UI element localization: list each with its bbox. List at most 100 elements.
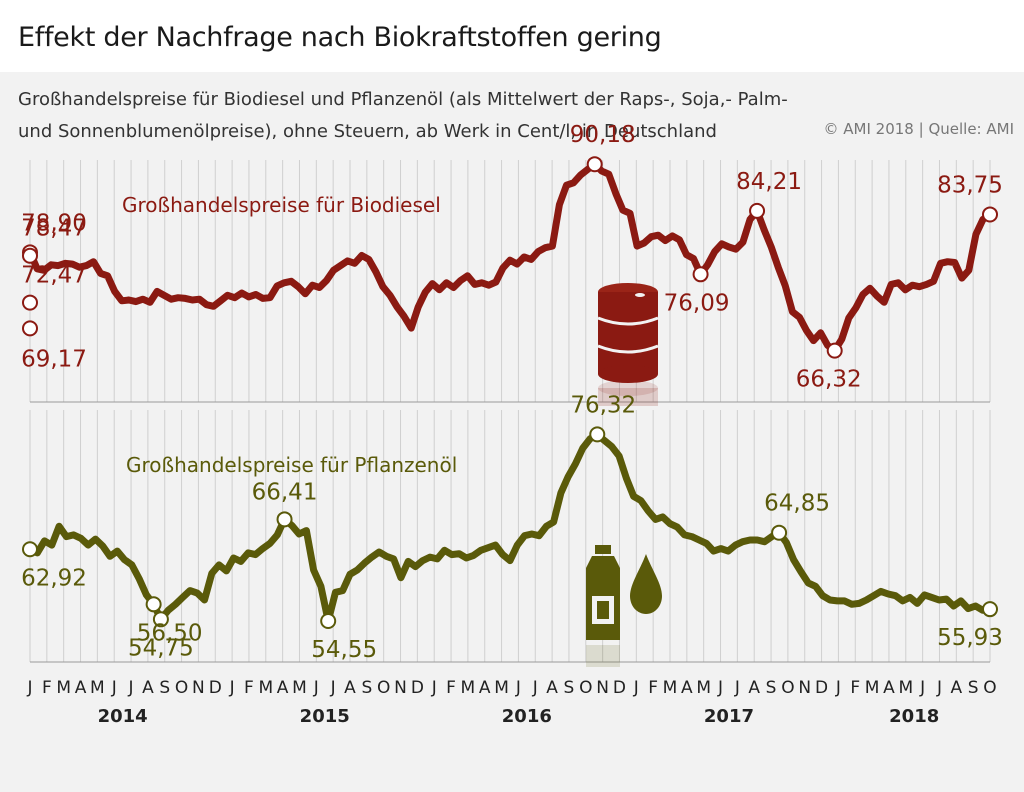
x-tick-label: A xyxy=(277,678,289,698)
data-label: 56,50 xyxy=(137,620,203,646)
data-marker xyxy=(145,596,162,613)
x-tick-label: A xyxy=(950,678,962,698)
data-label: 83,75 xyxy=(937,172,1003,198)
x-tick-label: O xyxy=(377,678,390,698)
x-tick-label: A xyxy=(546,678,558,698)
x-tick-label: M xyxy=(696,678,711,698)
data-label: 62,92 xyxy=(21,565,87,591)
x-tick-label: J xyxy=(515,678,521,698)
x-tick-label: J xyxy=(330,678,336,698)
data-marker xyxy=(320,613,337,629)
data-label: 66,32 xyxy=(796,367,862,393)
subtitle-line-1: Großhandelspreise für Biodiesel und Pfla… xyxy=(18,89,788,110)
oil-barrel-icon xyxy=(597,283,659,406)
x-year-label: 2016 xyxy=(502,706,552,727)
x-tick-label: M xyxy=(865,678,880,698)
x-year-label: 2015 xyxy=(300,706,350,727)
x-tick-label: J xyxy=(26,678,32,698)
x-tick-label: A xyxy=(75,678,87,698)
x-tick-label: M xyxy=(898,678,913,698)
data-label: 76,09 xyxy=(664,290,730,316)
data-label: 76,32 xyxy=(570,392,636,418)
data-label: 54,55 xyxy=(311,637,377,663)
data-label: 84,21 xyxy=(736,169,802,195)
x-tick-label: O xyxy=(781,678,794,698)
x-tick-label: F xyxy=(244,678,254,698)
x-tick-label: O xyxy=(983,678,996,698)
x-tick-label: J xyxy=(313,678,319,698)
x-year-label: 2018 xyxy=(889,706,939,727)
x-tick-label: J xyxy=(717,678,723,698)
data-label: 90,18 xyxy=(570,122,636,148)
x-tick-label: F xyxy=(446,678,456,698)
data-marker xyxy=(276,511,293,528)
data-label: 54,75 xyxy=(128,635,194,661)
x-tick-label: J xyxy=(633,678,639,698)
x-tick-label: A xyxy=(479,678,491,698)
x-tick-label: F xyxy=(648,678,658,698)
data-label: 64,85 xyxy=(764,491,830,517)
x-tick-label: F xyxy=(42,678,52,698)
x-tick-label: D xyxy=(815,678,828,698)
x-tick-label: A xyxy=(142,678,154,698)
data-marker xyxy=(749,202,766,219)
data-marker xyxy=(771,524,788,541)
data-marker xyxy=(22,541,38,558)
oil-bottle-icon xyxy=(586,545,620,667)
data-marker xyxy=(22,247,38,264)
icon-layer xyxy=(586,283,662,667)
label-layer: Großhandelspreise für Biodiesel 78,90 72,4… xyxy=(21,122,1003,663)
x-tick-label: J xyxy=(734,678,740,698)
data-marker xyxy=(982,206,998,223)
pflanzenoel-chart-title: Großhandelspreise für Pflanzenöl xyxy=(126,453,457,477)
chart-subtitle: Großhandelspreise für Biodiesel und Pfla… xyxy=(18,84,918,148)
x-tick-label: J xyxy=(431,678,437,698)
data-label: 72,47 xyxy=(21,263,87,289)
x-tick-label: S xyxy=(766,678,777,698)
x-tick-label: A xyxy=(883,678,895,698)
x-tick-label: M xyxy=(90,678,105,698)
oil-drop-icon xyxy=(630,554,662,614)
data-marker xyxy=(22,294,38,311)
data-label: 69,17 xyxy=(21,346,87,372)
chart-title: Effekt der Nachfrage nach Biokraftstoffe… xyxy=(18,22,662,53)
x-tick-label: J xyxy=(532,678,538,698)
x-tick-label: J xyxy=(919,678,925,698)
x-tick-label: S xyxy=(361,678,372,698)
x-tick-label: N xyxy=(394,678,407,698)
x-tick-label: S xyxy=(564,678,575,698)
data-marker xyxy=(826,342,843,359)
subtitle-line-2: und Sonnenblumenölpreise), ohne Steuern,… xyxy=(18,121,717,142)
x-year-label: 2014 xyxy=(98,706,148,727)
data-label: 55,93 xyxy=(937,625,1003,651)
x-tick-label: M xyxy=(494,678,509,698)
x-tick-label: F xyxy=(850,678,860,698)
x-tick-label: S xyxy=(159,678,170,698)
x-tick-label: A xyxy=(748,678,760,698)
x-tick-label: J xyxy=(128,678,134,698)
x-tick-label: N xyxy=(192,678,205,698)
x-tick-label: D xyxy=(613,678,626,698)
x-tick-label: J xyxy=(229,678,235,698)
data-marker xyxy=(152,611,169,628)
pflanzenoel-series-line xyxy=(26,430,994,625)
x-tick-label: O xyxy=(579,678,592,698)
data-label: 66,41 xyxy=(252,479,318,505)
x-tick-label: N xyxy=(798,678,811,698)
x-tick-label: N xyxy=(596,678,609,698)
x-tick-label: M xyxy=(663,678,678,698)
x-tick-label: D xyxy=(411,678,424,698)
x-tick-label: J xyxy=(835,678,841,698)
chart-panel xyxy=(0,72,1024,792)
data-label: 78,90 xyxy=(21,210,87,236)
x-tick-label: D xyxy=(209,678,222,698)
data-marker xyxy=(589,426,606,443)
x-year-label: 2017 xyxy=(704,706,754,727)
x-tick-label: A xyxy=(344,678,356,698)
grid-layer xyxy=(29,160,991,663)
x-tick-label: O xyxy=(175,678,188,698)
x-tick-label: M xyxy=(56,678,71,698)
data-marker xyxy=(22,320,38,337)
x-tick-label: M xyxy=(292,678,307,698)
